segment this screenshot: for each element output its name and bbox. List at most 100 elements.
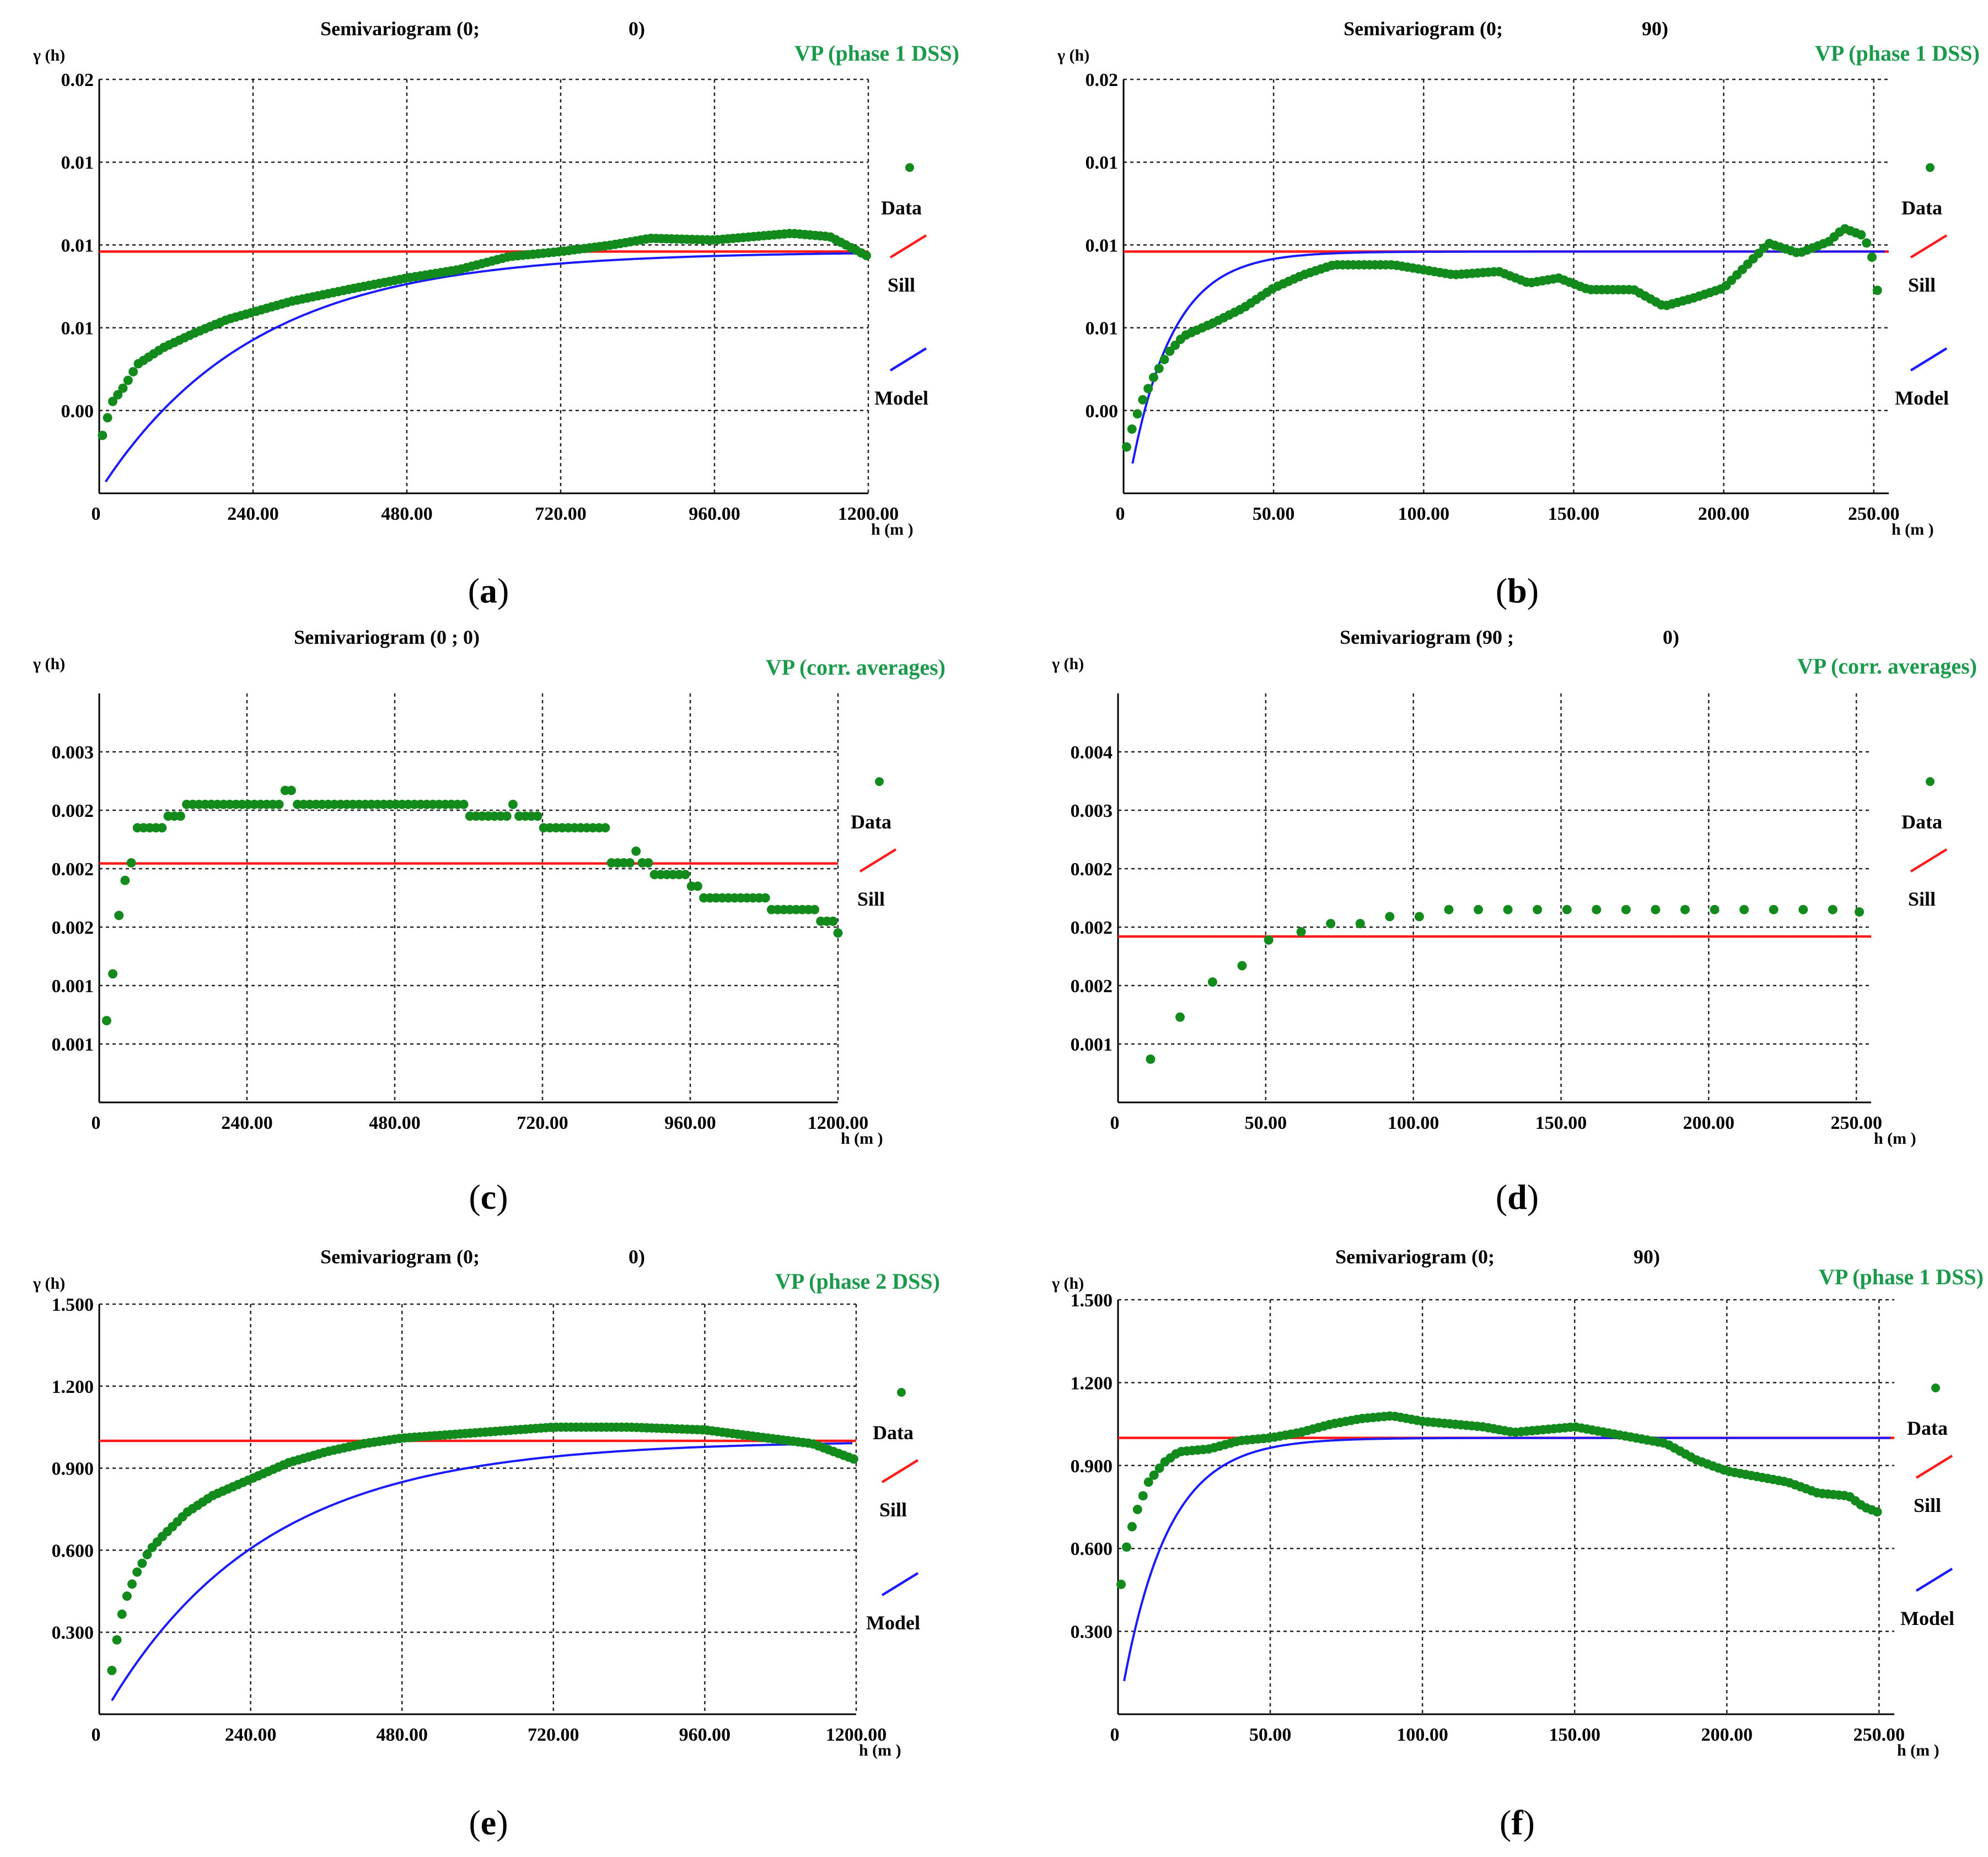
x-tick-label: 150.00 xyxy=(1548,504,1600,524)
legend-model-marker xyxy=(881,1572,919,1596)
data-point xyxy=(108,969,118,979)
data-point xyxy=(142,1549,152,1559)
x-tick-label: 480.00 xyxy=(381,504,433,524)
chart-title: Semivariogram (0 ; 0) xyxy=(294,626,480,648)
x-tick-label: 100.00 xyxy=(1398,504,1450,524)
data-point xyxy=(1264,935,1274,945)
x-tick-label: 1200.00 xyxy=(826,1725,887,1745)
model-curve xyxy=(111,1442,853,1702)
variable-label: VP (phase 1 DSS) xyxy=(794,41,959,66)
plot-area xyxy=(98,78,869,494)
data-point xyxy=(1414,912,1424,922)
data-point xyxy=(459,799,469,809)
semivariogram-panel-e: Semivariogram (0; 0) VP (phase 2 DSS) γ (h)… xyxy=(0,1229,992,1847)
y-tick-label: 1.500 xyxy=(1071,1290,1113,1311)
data-point xyxy=(118,383,128,393)
caption-b: (b) xyxy=(1495,571,1539,610)
chart-svg-f: Semivariogram (0; 90) VP (phase 1 DSS) γ (h… xyxy=(1051,1246,1984,1759)
legend-sill-marker xyxy=(881,1459,919,1483)
data-point xyxy=(1872,286,1882,295)
data-point xyxy=(600,823,610,833)
data-point xyxy=(862,251,872,261)
y-tick-label: 0.001 xyxy=(1071,1035,1113,1055)
y-tick-label: 0.002 xyxy=(1071,859,1113,880)
x-tick-label: 200.00 xyxy=(1683,1113,1735,1133)
y-tick-label: 0.600 xyxy=(52,1541,94,1561)
data-point xyxy=(286,785,296,795)
legend-data-marker xyxy=(905,163,914,172)
variable-label: VP (corr. averages) xyxy=(1797,654,1977,679)
x-axis-label: h (m ) xyxy=(871,520,914,539)
data-point xyxy=(123,375,133,385)
legend-data-label: Data xyxy=(1901,197,1942,219)
data-point xyxy=(1855,907,1865,917)
legend-data-label: Data xyxy=(1907,1417,1948,1439)
variable-label: VP (phase 2 DSS) xyxy=(775,1269,940,1294)
chart-title-right: 90) xyxy=(1642,18,1668,40)
x-tick-label: 960.00 xyxy=(689,504,740,524)
data-point xyxy=(692,881,702,891)
caption-c: (c) xyxy=(469,1177,508,1217)
data-points xyxy=(107,1422,858,1676)
y-tick-label: 0.00 xyxy=(1086,401,1119,422)
x-tick-label: 1200.00 xyxy=(808,1113,869,1133)
y-tick-label: 0.001 xyxy=(52,976,94,997)
caption-a: (a) xyxy=(468,571,509,610)
data-point xyxy=(1154,1463,1164,1473)
data-point xyxy=(1121,1542,1131,1552)
legend-model-label: Model xyxy=(1895,387,1949,409)
variable-label: VP (corr. averages) xyxy=(766,655,945,680)
x-axis-label: h (m ) xyxy=(859,1741,901,1759)
data-point xyxy=(1651,905,1661,914)
x-tick-label: 0 xyxy=(1110,1725,1120,1745)
data-point xyxy=(1862,238,1872,248)
y-tick-label: 0.002 xyxy=(1071,976,1113,997)
legend: Data Sill Model xyxy=(1900,1384,1954,1629)
data-point xyxy=(120,875,130,885)
x-tick-label: 0 xyxy=(1116,504,1125,524)
data-point xyxy=(1385,912,1395,922)
x-tick-label: 0 xyxy=(92,1113,101,1133)
data-point xyxy=(1132,409,1142,419)
y-axis-label: γ (h) xyxy=(33,655,65,673)
legend: Data Sill xyxy=(851,777,897,910)
x-tick-label: 50.00 xyxy=(1253,504,1295,524)
data-point xyxy=(1444,905,1454,914)
x-tick-label: 200.00 xyxy=(1698,504,1750,524)
x-tick-label: 100.00 xyxy=(1396,1725,1448,1745)
data-point xyxy=(1127,424,1137,434)
plot-area xyxy=(1117,693,1871,1104)
variable-label: VP (phase 1 DSS) xyxy=(1819,1264,1984,1289)
y-tick-label: 0.900 xyxy=(1071,1456,1113,1477)
legend: Data Sill xyxy=(1901,777,1948,910)
chart-title-right: 0) xyxy=(628,1246,645,1268)
data-point xyxy=(1175,1012,1185,1022)
data-point xyxy=(1127,1522,1137,1532)
y-axis-label: γ (h) xyxy=(33,46,65,64)
legend-model-label: Model xyxy=(874,387,928,409)
data-point xyxy=(533,811,542,821)
y-tick-label: 0.300 xyxy=(52,1623,94,1643)
data-point xyxy=(1872,1507,1882,1517)
y-tick-label: 0.004 xyxy=(1071,742,1113,763)
data-point xyxy=(631,846,641,856)
data-point xyxy=(833,928,843,938)
semivariogram-panel-f: Semivariogram (0; 90) VP (phase 1 DSS) γ (h… xyxy=(996,1229,1988,1847)
plot-area xyxy=(1117,1299,1894,1715)
x-tick-label: 250.00 xyxy=(1848,504,1900,524)
x-tick-label: 150.00 xyxy=(1549,1725,1600,1745)
data-point xyxy=(502,811,512,821)
legend-model-label: Model xyxy=(1900,1607,1954,1629)
data-point xyxy=(274,799,284,809)
data-points xyxy=(101,785,843,1026)
legend: Data Sill Model xyxy=(874,163,928,409)
legend: Data Sill Model xyxy=(866,1388,920,1634)
legend-data-label: Data xyxy=(873,1422,914,1444)
y-tick-label: 0.002 xyxy=(52,859,94,880)
y-axis-label: γ (h) xyxy=(1051,655,1084,673)
data-point xyxy=(1159,354,1169,364)
data-point xyxy=(1680,905,1690,914)
data-point xyxy=(1116,1579,1126,1589)
data-point xyxy=(1170,340,1180,350)
legend-sill-label: Sill xyxy=(1908,274,1936,296)
